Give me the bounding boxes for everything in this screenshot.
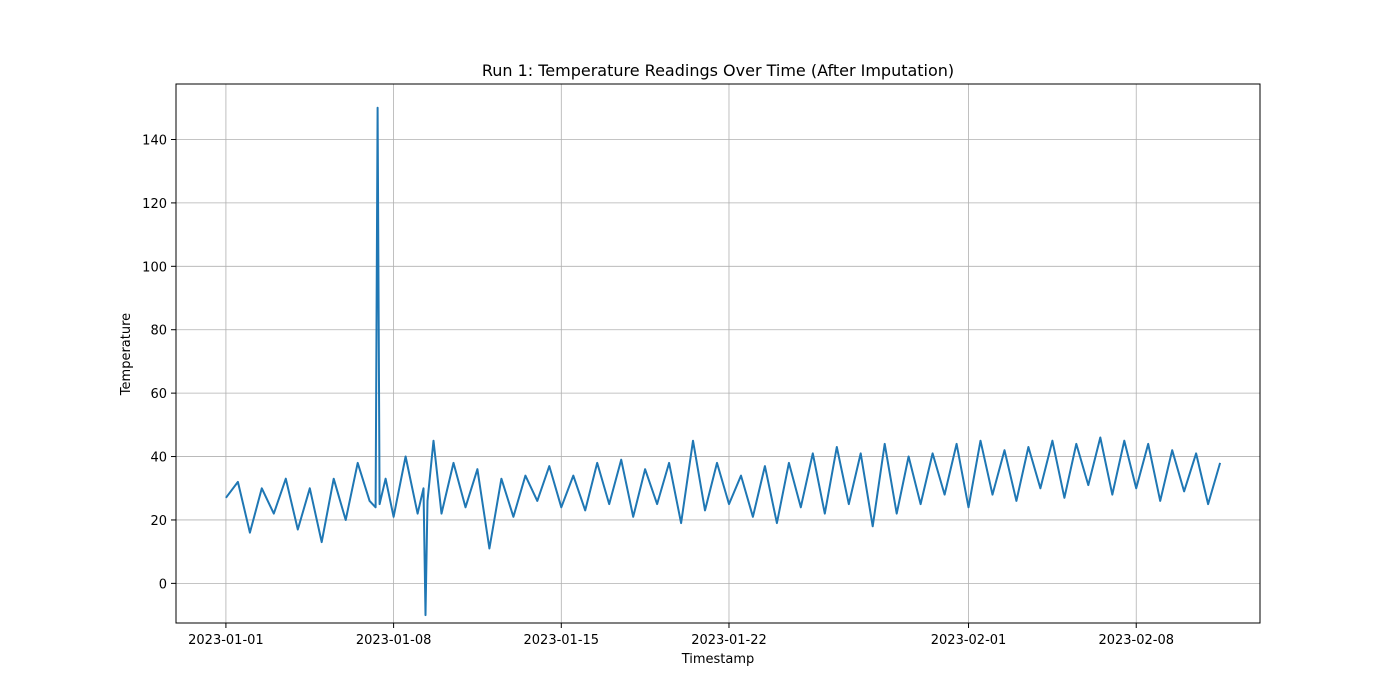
plot-frame: [175, 83, 1261, 624]
x-tick-label: 2023-01-01: [188, 633, 264, 648]
x-tick-label: 2023-02-01: [931, 633, 1007, 648]
grid-lines: [176, 84, 1260, 623]
x-tick-label: 2023-01-22: [691, 633, 767, 648]
y-axis-label: Temperature: [119, 313, 134, 396]
y-tick-label: 40: [150, 451, 167, 466]
y-tick-label: 80: [150, 324, 167, 339]
series-lines: [225, 106, 1222, 617]
x-axis-label: Timestamp: [681, 652, 755, 667]
temperature-series-line: [225, 106, 1222, 617]
y-tick-label: 60: [150, 387, 167, 402]
chart-title: Run 1: Temperature Readings Over Time (A…: [482, 61, 954, 80]
x-tick-label: 2023-01-08: [356, 633, 432, 648]
y-tick-label: 120: [142, 197, 167, 212]
y-tick-label: 0: [159, 577, 167, 592]
y-tick-label: 20: [150, 514, 167, 529]
y-tick-label: 140: [142, 133, 167, 148]
x-tick-label: 2023-01-15: [524, 633, 600, 648]
x-tick-label: 2023-02-08: [1098, 633, 1174, 648]
y-tick-label: 100: [142, 260, 167, 275]
x-axis-ticks: 2023-01-01 2023-01-08 2023-01-15 2023-01-22…: [188, 623, 1174, 648]
y-axis-ticks: 0 20 40 60 80 100 120 140: [142, 133, 176, 592]
